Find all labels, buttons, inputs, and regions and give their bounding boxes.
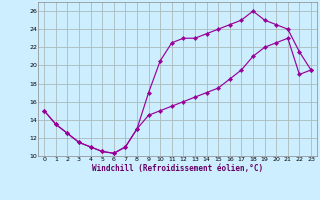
X-axis label: Windchill (Refroidissement éolien,°C): Windchill (Refroidissement éolien,°C) [92, 164, 263, 173]
